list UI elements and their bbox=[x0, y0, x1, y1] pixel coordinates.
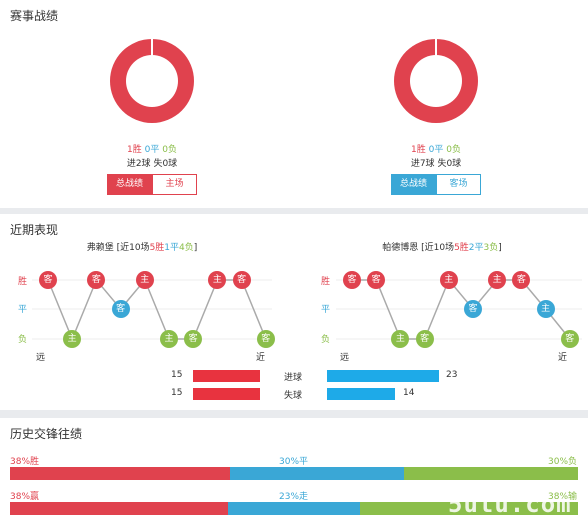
right-conceded-bar bbox=[327, 388, 396, 400]
right-record-donut bbox=[394, 39, 478, 123]
left-conceded-value: 15 bbox=[171, 388, 183, 398]
right-row-label-loss: 负 bbox=[321, 335, 331, 345]
record-panel: 赛事战绩 1胜 0平 0负 进2球 失0球 总战绩 主场 1胜 0平 0负 进7… bbox=[0, 0, 588, 208]
section-title-history: 历史交锋往绩 bbox=[10, 427, 83, 441]
left-form-marker: 客 bbox=[184, 330, 203, 348]
right-row-label-draw: 平 bbox=[321, 305, 331, 315]
left-form-marker: 主 bbox=[208, 271, 227, 289]
history-segment bbox=[10, 502, 228, 515]
section-title-record: 赛事战绩 bbox=[10, 9, 59, 23]
left-conceded-bar bbox=[192, 388, 260, 400]
history-segment bbox=[230, 467, 404, 480]
right-record-wdl: 1胜 0平 0负 bbox=[411, 145, 461, 155]
right-form-marker: 主 bbox=[391, 330, 410, 348]
left-scored-value: 15 bbox=[171, 370, 183, 380]
right-conceded-value: 14 bbox=[403, 388, 415, 398]
recent-panel: 近期表现 弗赖堡 [近10场5胜1平4负] 帕德博恩 [近10场5胜2平3负] … bbox=[0, 214, 588, 410]
right-form-marker: 主 bbox=[488, 271, 507, 289]
history-win-label: 38%胜 bbox=[10, 457, 40, 467]
left-form-marker: 主 bbox=[135, 271, 154, 289]
recent-form-chart bbox=[32, 278, 582, 341]
left-form-marker: 客 bbox=[87, 271, 106, 289]
right-axis-near: 近 bbox=[558, 353, 568, 363]
history-handicap-win-label: 38%赢 bbox=[10, 492, 40, 502]
left-record-goals: 进2球 失0球 bbox=[126, 159, 178, 169]
left-form-marker: 主 bbox=[63, 330, 82, 348]
left-form-line bbox=[47, 278, 267, 341]
right-axis-far: 远 bbox=[340, 353, 350, 363]
right-row-label-win: 胜 bbox=[321, 277, 331, 287]
scored-label: 进球 bbox=[284, 373, 303, 383]
left-form-marker: 客 bbox=[232, 271, 251, 289]
watermark: 5utu.com bbox=[448, 490, 572, 518]
right-scored-value: 23 bbox=[446, 370, 458, 380]
right-recent-header: 帕德博恩 [近10场5胜2平3负] bbox=[382, 243, 502, 253]
left-row-label-draw: 平 bbox=[18, 305, 28, 315]
history-handicap-push-label: 23%走 bbox=[279, 492, 309, 502]
left-row-label-loss: 负 bbox=[18, 335, 28, 345]
history-segment bbox=[404, 467, 578, 480]
left-record-wdl: 1胜 0平 0负 bbox=[127, 145, 177, 155]
left-axis-near: 近 bbox=[256, 353, 266, 363]
left-form-marker: 客 bbox=[111, 300, 130, 318]
section-title-recent: 近期表现 bbox=[10, 223, 59, 237]
left-tab-home[interactable]: 主场 bbox=[152, 174, 197, 195]
right-scored-bar bbox=[327, 370, 439, 382]
left-form-marker: 客 bbox=[39, 271, 57, 289]
right-record-goals: 进7球 失0球 bbox=[410, 159, 462, 169]
right-form-line bbox=[352, 278, 571, 340]
history-segment bbox=[10, 467, 230, 480]
right-form-marker: 客 bbox=[367, 271, 386, 289]
history-loss-label: 30%负 bbox=[548, 457, 578, 467]
history-segment bbox=[228, 502, 360, 515]
right-tab-away[interactable]: 客场 bbox=[436, 174, 481, 195]
right-form-marker: 客 bbox=[415, 330, 434, 348]
right-form-marker: 客 bbox=[343, 271, 361, 289]
donut-gap bbox=[435, 39, 437, 56]
right-form-marker: 客 bbox=[464, 300, 482, 318]
right-tab-overall[interactable]: 总战绩 bbox=[391, 174, 436, 195]
history-handicap-loss-label: 38%输 bbox=[548, 492, 578, 502]
left-axis-far: 远 bbox=[36, 353, 46, 363]
left-form-marker: 客 bbox=[256, 330, 275, 348]
left-recent-header: 弗赖堡 [近10场5胜1平4负] bbox=[86, 243, 198, 253]
left-row-label-win: 胜 bbox=[18, 277, 28, 287]
left-scored-bar bbox=[192, 370, 260, 382]
history-segment bbox=[360, 502, 578, 515]
right-form-marker: 主 bbox=[439, 271, 458, 289]
conceded-label: 失球 bbox=[284, 391, 303, 401]
left-tab-overall[interactable]: 总战绩 bbox=[107, 174, 152, 195]
right-form-marker: 客 bbox=[560, 330, 579, 348]
left-form-marker: 主 bbox=[160, 330, 178, 348]
history-draw-label: 30%平 bbox=[279, 457, 309, 467]
right-form-marker: 主 bbox=[536, 300, 555, 318]
donut-gap bbox=[151, 39, 153, 56]
right-form-marker: 客 bbox=[512, 271, 531, 289]
history-panel: 历史交锋往绩 38%胜 30%平 30%负 38%赢 23%走 38%输 5ut… bbox=[0, 418, 588, 522]
